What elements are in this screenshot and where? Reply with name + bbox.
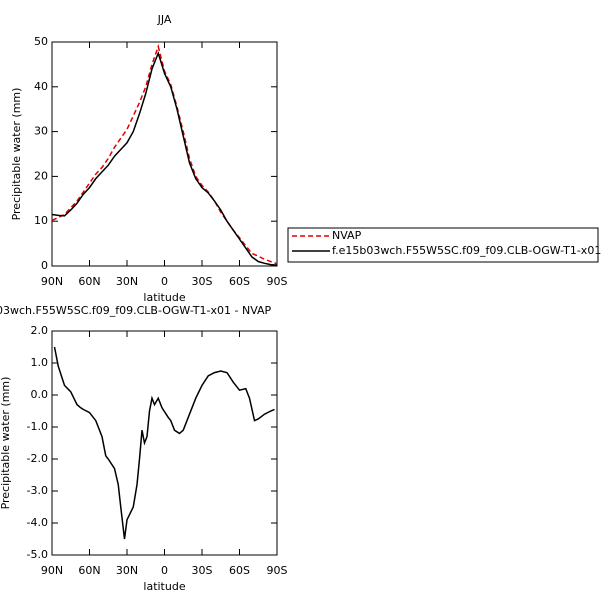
y-tick-label: 50 bbox=[34, 35, 48, 48]
y-tick-label: -3.0 bbox=[27, 484, 48, 497]
y-tick-label: -4.0 bbox=[27, 516, 48, 529]
x-tick-label: 30N bbox=[116, 275, 138, 288]
y-tick-label: 10 bbox=[34, 214, 48, 227]
y-tick-label: 1.0 bbox=[31, 356, 49, 369]
x-axis-label: latitude bbox=[143, 580, 185, 593]
y-tick-label: -5.0 bbox=[27, 548, 48, 561]
y-tick-label: 20 bbox=[34, 169, 48, 182]
x-axis-label: latitude bbox=[143, 291, 185, 304]
plot-area bbox=[51, 330, 278, 556]
data-line bbox=[51, 43, 278, 265]
y-tick-label: 2.0 bbox=[31, 324, 49, 337]
chart-title: JJA bbox=[157, 13, 172, 26]
y-axis-label: Precipitable water (mm) bbox=[10, 88, 23, 221]
x-tick-label: 90N bbox=[41, 275, 63, 288]
x-tick-label: 90N bbox=[41, 564, 63, 577]
x-tick-label: 90S bbox=[267, 564, 288, 577]
x-tick-label: 60S bbox=[229, 564, 250, 577]
data-line bbox=[53, 346, 275, 540]
legend-label: NVAP bbox=[332, 229, 362, 242]
y-tick-label: 0.0 bbox=[31, 388, 49, 401]
x-tick-label: 0 bbox=[161, 275, 168, 288]
x-tick-label: 30N bbox=[116, 564, 138, 577]
y-tick-label: -1.0 bbox=[27, 420, 48, 433]
x-tick-label: 60N bbox=[78, 564, 100, 577]
x-tick-label: 60S bbox=[229, 275, 250, 288]
x-tick-label: 90S bbox=[267, 275, 288, 288]
y-tick-label: 30 bbox=[34, 125, 48, 138]
y-tick-label: 0 bbox=[41, 259, 48, 272]
y-tick-label: 40 bbox=[34, 80, 48, 93]
chart-title: 03wch.F55W5SC.f09_f09.CLB-OGW-T1-x01 - N… bbox=[0, 304, 272, 317]
data-line bbox=[51, 50, 278, 266]
legend-label: f.e15b03wch.F55W5SC.f09_f09.CLB-OGW-T1-x… bbox=[332, 244, 601, 257]
x-tick-label: 30S bbox=[192, 275, 213, 288]
y-axis-label: Precipitable water (mm) bbox=[0, 377, 12, 510]
y-tick-label: -2.0 bbox=[27, 452, 48, 465]
x-tick-label: 0 bbox=[161, 564, 168, 577]
plot-area bbox=[51, 41, 278, 267]
legend-box bbox=[287, 227, 599, 263]
x-tick-label: 60N bbox=[78, 275, 100, 288]
x-tick-label: 30S bbox=[192, 564, 213, 577]
